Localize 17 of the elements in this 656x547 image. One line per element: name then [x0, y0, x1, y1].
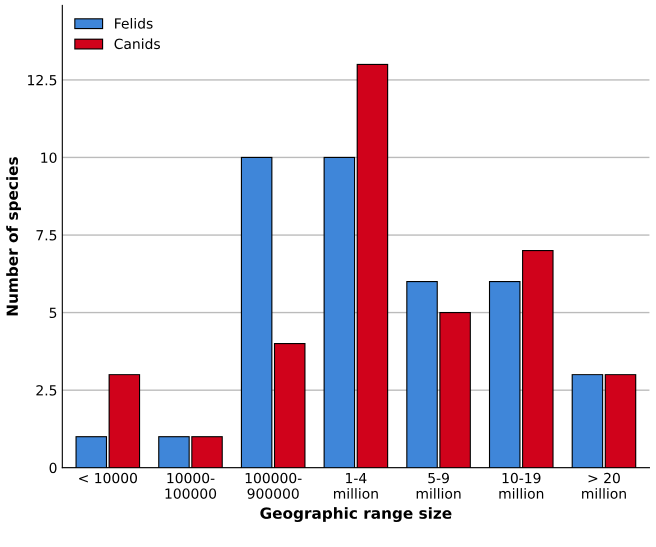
x-tick-label: 10-19 million — [499, 472, 544, 499]
y-tick-label: 7.5 — [36, 230, 56, 240]
y-tick-label: 10 — [41, 152, 57, 163]
x-tick-label: > 20 million — [582, 472, 626, 499]
y-tick-label: 5 — [50, 308, 56, 318]
y-tick-label: 2.5 — [36, 385, 56, 396]
y-tick-label: 12.5 — [28, 74, 56, 86]
y-tick-label: 0 — [50, 462, 57, 474]
legend-label: Felids — [115, 18, 153, 29]
x-tick-label: 1-4 million — [334, 472, 378, 499]
x-tick-label: < 10000 — [79, 472, 137, 484]
x-tick-label: 5-9 million — [416, 472, 461, 499]
y-axis-title: Number of species — [6, 157, 21, 316]
x-tick-label: 100000- 900000 — [246, 472, 302, 499]
x-tick-label: 10000- 100000 — [166, 472, 216, 499]
x-axis-title: Geographic range size — [260, 507, 452, 522]
legend-label: Canids — [114, 38, 160, 50]
